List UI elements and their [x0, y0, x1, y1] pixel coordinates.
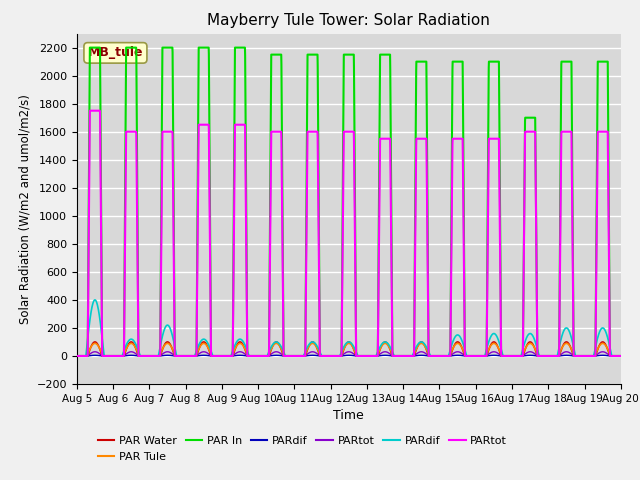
Y-axis label: Solar Radiation (W/m2 and umol/m2/s): Solar Radiation (W/m2 and umol/m2/s): [18, 94, 31, 324]
X-axis label: Time: Time: [333, 409, 364, 422]
Text: MB_tule: MB_tule: [88, 47, 143, 60]
Title: Mayberry Tule Tower: Solar Radiation: Mayberry Tule Tower: Solar Radiation: [207, 13, 490, 28]
Legend: PAR Water, PAR Tule, PAR In, PARdif, PARtot, PARdif, PARtot: PAR Water, PAR Tule, PAR In, PARdif, PAR…: [93, 432, 511, 466]
